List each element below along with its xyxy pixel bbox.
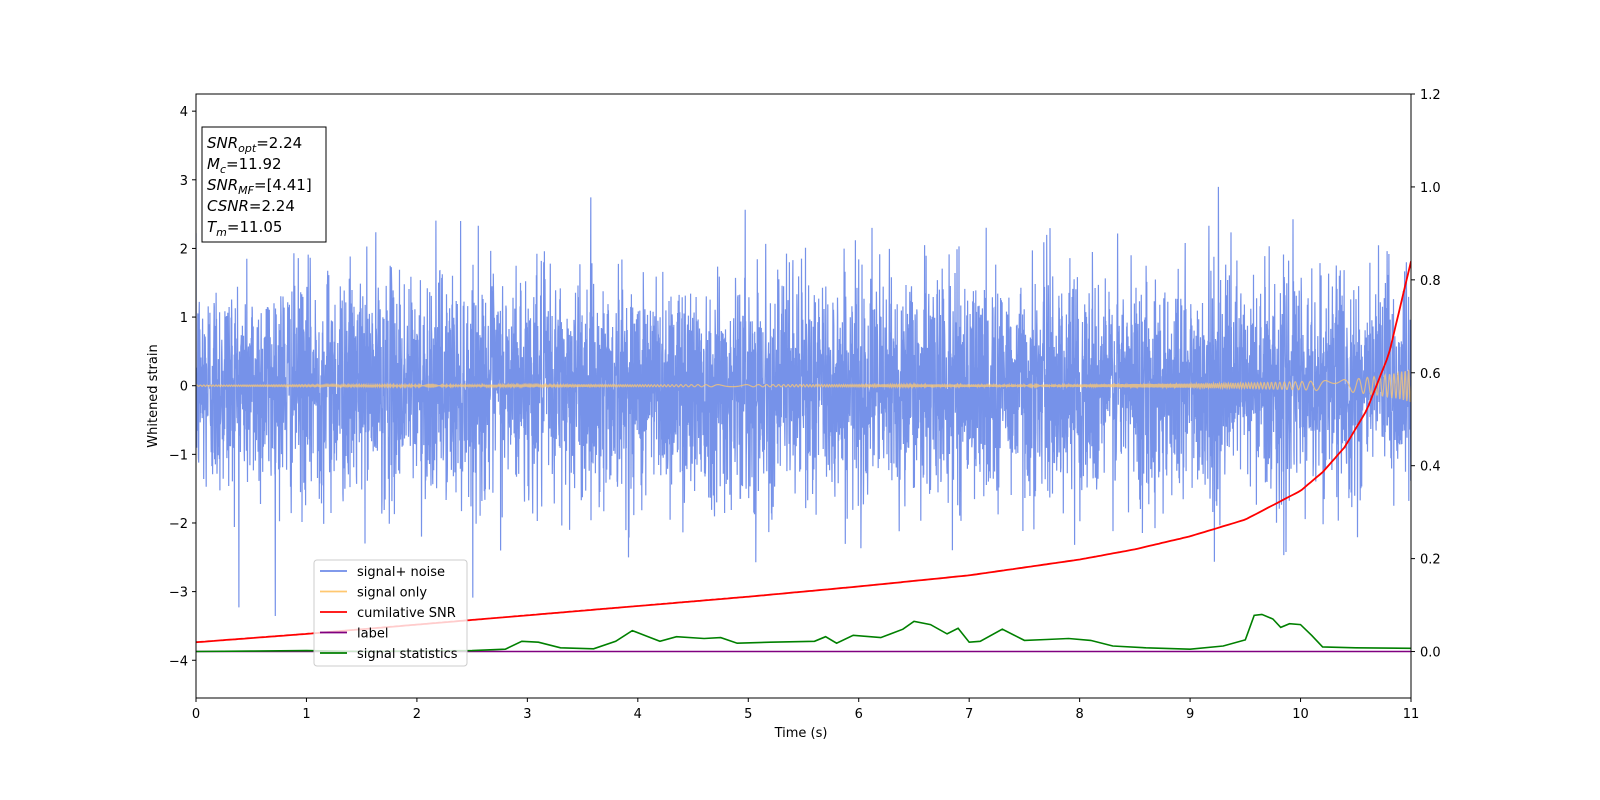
legend-entry: label — [320, 627, 388, 642]
info-symbol: CSNR — [207, 197, 249, 215]
legend-label: label — [357, 627, 388, 642]
info-subscript: MF — [238, 184, 254, 197]
legend-entry: cumilative SNR — [320, 606, 456, 621]
y-axis-label: Whitened strain — [146, 344, 161, 447]
info-line: CSNR=2.24 — [207, 197, 295, 215]
x-tick-label: 3 — [523, 707, 531, 722]
x-tick-label: 7 — [965, 707, 973, 722]
y-right-tick-label: 0.2 — [1420, 553, 1441, 568]
info-value: =2.24 — [256, 134, 302, 152]
y-right-tick-label: 1.2 — [1420, 88, 1441, 103]
info-line: SNRopt=2.24 — [207, 134, 302, 155]
x-tick-label: 0 — [192, 707, 200, 722]
legend: signal+ noise signal only cumilative SNR la… — [313, 559, 468, 667]
legend-label: signal+ noise — [357, 565, 445, 580]
plot-frame — [195, 93, 1412, 699]
y-left-tick-label: −4 — [169, 654, 188, 669]
y-right-tick-label: 1.0 — [1420, 181, 1441, 196]
y-left-tick-label: −2 — [169, 517, 188, 532]
y-left-tick-label: −3 — [169, 586, 188, 601]
info-line: SNRMF=[4.41] — [207, 176, 312, 197]
signal-only-line — [196, 369, 1411, 403]
info-value: =[4.41] — [254, 176, 312, 194]
y-left-tick-label: −1 — [169, 448, 188, 463]
x-tick-label: 6 — [855, 707, 863, 722]
info-value: =2.24 — [249, 197, 295, 215]
legend-label: cumilative SNR — [357, 606, 456, 621]
x-tick-label: 1 — [302, 707, 310, 722]
y-right-tick-label: 0.8 — [1420, 274, 1441, 289]
y-left-tick-label: 0 — [180, 380, 188, 395]
y-left-tick-label: 4 — [180, 105, 188, 120]
signal-noise-line — [196, 186, 1411, 617]
info-subscript: opt — [238, 142, 257, 155]
y-right-tick-label: 0.4 — [1420, 460, 1441, 475]
y-right-tick-label: 0.6 — [1420, 367, 1441, 382]
info-value: =11.05 — [227, 218, 283, 236]
info-symbol: SNR — [207, 134, 238, 152]
x-tick-label: 11 — [1403, 707, 1420, 722]
info-subscript: m — [216, 226, 227, 239]
legend-frame — [313, 559, 468, 667]
x-axis-label: Time (s) — [774, 726, 828, 741]
y-right-tick-label: 0.0 — [1420, 646, 1441, 661]
y-axis-right: 0.0 0.2 0.4 0.6 0.8 1.0 1.2 — [1411, 88, 1441, 661]
info-symbol: T — [207, 218, 218, 236]
legend-label: signal statistics — [357, 647, 458, 662]
x-tick-label: 8 — [1075, 707, 1083, 722]
x-tick-label: 2 — [413, 707, 421, 722]
legend-entry: signal only — [320, 586, 427, 601]
info-box-frame — [201, 126, 327, 243]
signal-statistics-line — [196, 613, 1411, 653]
info-line: Tm=11.05 — [207, 218, 282, 239]
y-left-tick-label: 2 — [180, 242, 188, 257]
info-line: Mc=11.92 — [207, 155, 282, 176]
x-tick-label: 10 — [1292, 707, 1309, 722]
info-value: =11.92 — [226, 155, 282, 173]
x-axis: 0 1 2 3 4 5 6 7 8 9 10 11 — [192, 698, 1419, 722]
x-tick-label: 4 — [634, 707, 642, 722]
x-tick-label: 5 — [744, 707, 752, 722]
y-left-tick-label: 3 — [180, 174, 188, 189]
info-symbol: SNR — [207, 176, 238, 194]
legend-entry: signal+ noise — [320, 565, 445, 580]
x-tick-label: 9 — [1186, 707, 1194, 722]
y-axis-left: −4 −3 −2 −1 0 1 2 3 4 — [169, 105, 196, 669]
info-subscript: c — [220, 163, 226, 176]
info-symbol: M — [207, 155, 220, 173]
legend-label: signal only — [357, 586, 427, 601]
legend-entry: signal statistics — [320, 647, 458, 662]
info-box: SNRopt=2.24Mc=11.92SNRMF=[4.41]CSNR=2.24… — [201, 126, 327, 243]
y-left-tick-label: 1 — [180, 311, 188, 326]
